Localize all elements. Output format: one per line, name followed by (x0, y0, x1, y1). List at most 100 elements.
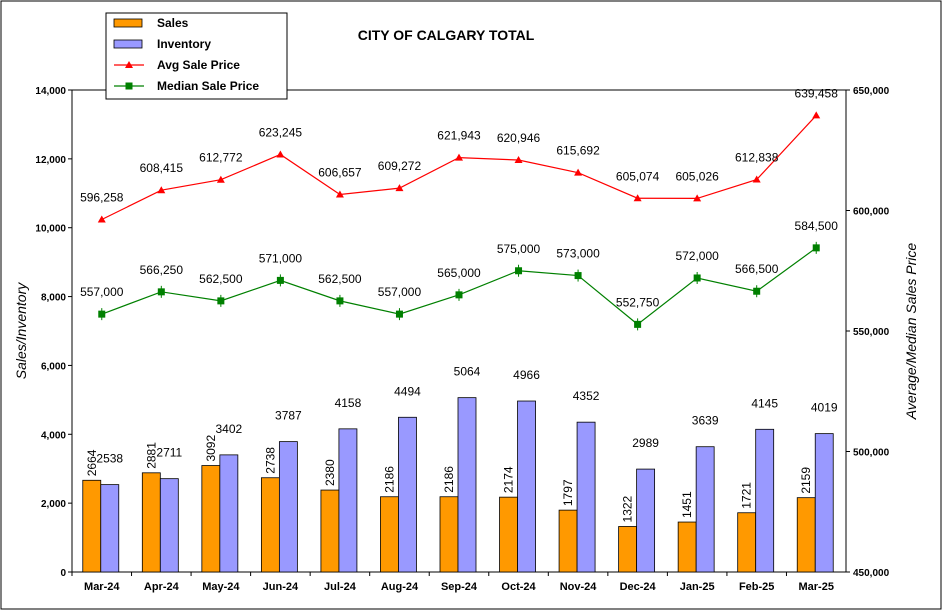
median-price-data-label: 566,250 (140, 263, 184, 277)
sales-bar (82, 479, 102, 573)
median-price-data-label: 552,750 (616, 295, 660, 309)
median-price-data-label: 562,500 (318, 272, 362, 286)
sales-data-label: 2159 (799, 467, 813, 494)
avg-price-point (693, 194, 702, 202)
x-tick-label: Jul-24 (324, 581, 357, 593)
y-tick-label: 8,000 (41, 293, 66, 304)
sales-data-label: 1797 (561, 479, 575, 506)
avg-price-data-label: 609,272 (378, 159, 422, 173)
inventory-bar (159, 478, 179, 573)
inventory-data-label: 5064 (454, 365, 481, 379)
y-tick-label: 2,000 (41, 499, 66, 510)
y2-tick-label: 550,000 (853, 327, 890, 338)
sales-data-label: 1451 (680, 491, 694, 518)
x-tick-label: Apr-24 (144, 581, 180, 593)
sales-data-label: 2881 (144, 442, 158, 469)
y-tick-label: 6,000 (41, 361, 66, 372)
inventory-data-label: 2711 (156, 446, 182, 460)
y-tick-label: 0 (60, 568, 66, 579)
sales-data-label: 2174 (502, 466, 516, 493)
inventory-bar (695, 446, 715, 573)
median-price-point (455, 291, 463, 299)
legend-marker (125, 61, 133, 68)
median-price-point (574, 272, 582, 280)
avg-price-data-label: 612,838 (735, 151, 779, 165)
y2-tick-label: 650,000 (853, 86, 890, 97)
median-price-point (395, 310, 403, 318)
x-tick-label: Jan-25 (680, 581, 715, 593)
inventory-data-label: 4966 (513, 368, 540, 382)
sales-data-label: 2380 (323, 459, 337, 486)
sales-bar (737, 512, 757, 573)
inventory-data-label: 4145 (751, 396, 778, 410)
inventory-bar (338, 428, 358, 573)
inventory-bar (636, 468, 656, 573)
sales-data-label: 1721 (740, 482, 754, 509)
x-tick-label: Oct-24 (501, 581, 536, 593)
avg-price-data-label: 605,074 (616, 169, 660, 183)
y-tick-label: 10,000 (35, 224, 66, 235)
avg-price-point (574, 168, 583, 176)
y-tick-label: 12,000 (35, 155, 66, 166)
median-price-data-label: 575,000 (497, 242, 541, 256)
median-price-point (693, 274, 701, 282)
inventory-bar (576, 421, 596, 573)
sales-data-label: 1322 (621, 495, 635, 522)
sales-bar (439, 496, 459, 573)
inventory-bar (755, 428, 775, 573)
y2-tick-label: 500,000 (853, 448, 890, 459)
y2-tick-label: 600,000 (853, 207, 890, 218)
sales-bar (558, 509, 578, 573)
legend-label: Inventory (157, 37, 211, 51)
median-price-point (157, 288, 165, 296)
inventory-data-label: 2538 (96, 452, 123, 466)
median-price-point (515, 267, 523, 275)
sales-bar (796, 497, 816, 573)
x-tick-label: Mar-24 (84, 581, 120, 593)
median-price-point (276, 276, 284, 284)
avg-price-data-label: 620,946 (497, 131, 541, 145)
inventory-bar (457, 397, 477, 573)
x-tick-label: Jun-24 (263, 581, 299, 593)
y-tick-label: 4,000 (41, 430, 66, 441)
y2-tick-label: 450,000 (853, 568, 890, 579)
median-price-data-label: 557,000 (80, 285, 124, 299)
legend-label: Avg Sale Price (157, 58, 240, 72)
y-axis-label: Sales/Inventory (13, 282, 29, 379)
avg-price-data-label: 615,692 (556, 144, 600, 158)
avg-price-point (157, 186, 166, 194)
avg-price-data-label: 621,943 (437, 129, 481, 143)
avg-price-point (633, 194, 642, 202)
avg-price-data-label: 605,026 (675, 169, 719, 183)
inventory-data-label: 3402 (215, 422, 242, 436)
x-tick-label: May-24 (202, 581, 240, 593)
legend-label: Sales (157, 16, 189, 30)
inventory-data-label: 3787 (275, 409, 302, 423)
avg-price-point (514, 156, 523, 164)
x-tick-label: Mar-25 (798, 581, 833, 593)
inventory-bar (100, 484, 120, 573)
avg-price-point (276, 150, 285, 158)
median-price-point (634, 320, 642, 328)
inventory-data-label: 4158 (335, 396, 362, 410)
inventory-data-label: 4352 (573, 389, 600, 403)
avg-price-point (216, 175, 225, 183)
avg-price-point (395, 184, 404, 192)
avg-price-data-label: 608,415 (140, 161, 184, 175)
y-tick-label: 14,000 (35, 86, 66, 97)
avg-price-point (97, 215, 106, 223)
x-tick-label: Nov-24 (560, 581, 598, 593)
legend-label: Median Sale Price (157, 79, 259, 93)
sales-bar (677, 521, 697, 573)
avg-price-data-label: 596,258 (80, 191, 124, 205)
avg-price-data-label: 623,245 (259, 125, 303, 139)
y2-axis-label: Average/Median Sales Price (903, 243, 919, 421)
median-price-data-label: 557,000 (378, 285, 422, 299)
legend: Sales Inventory Avg Sale Price Median Sale … (105, 12, 288, 100)
inventory-bar (278, 441, 298, 573)
median-price-data-label: 573,000 (556, 247, 600, 261)
avg-price-point (752, 175, 761, 183)
median-price-point (217, 297, 225, 305)
inventory-data-label: 4019 (811, 401, 838, 415)
